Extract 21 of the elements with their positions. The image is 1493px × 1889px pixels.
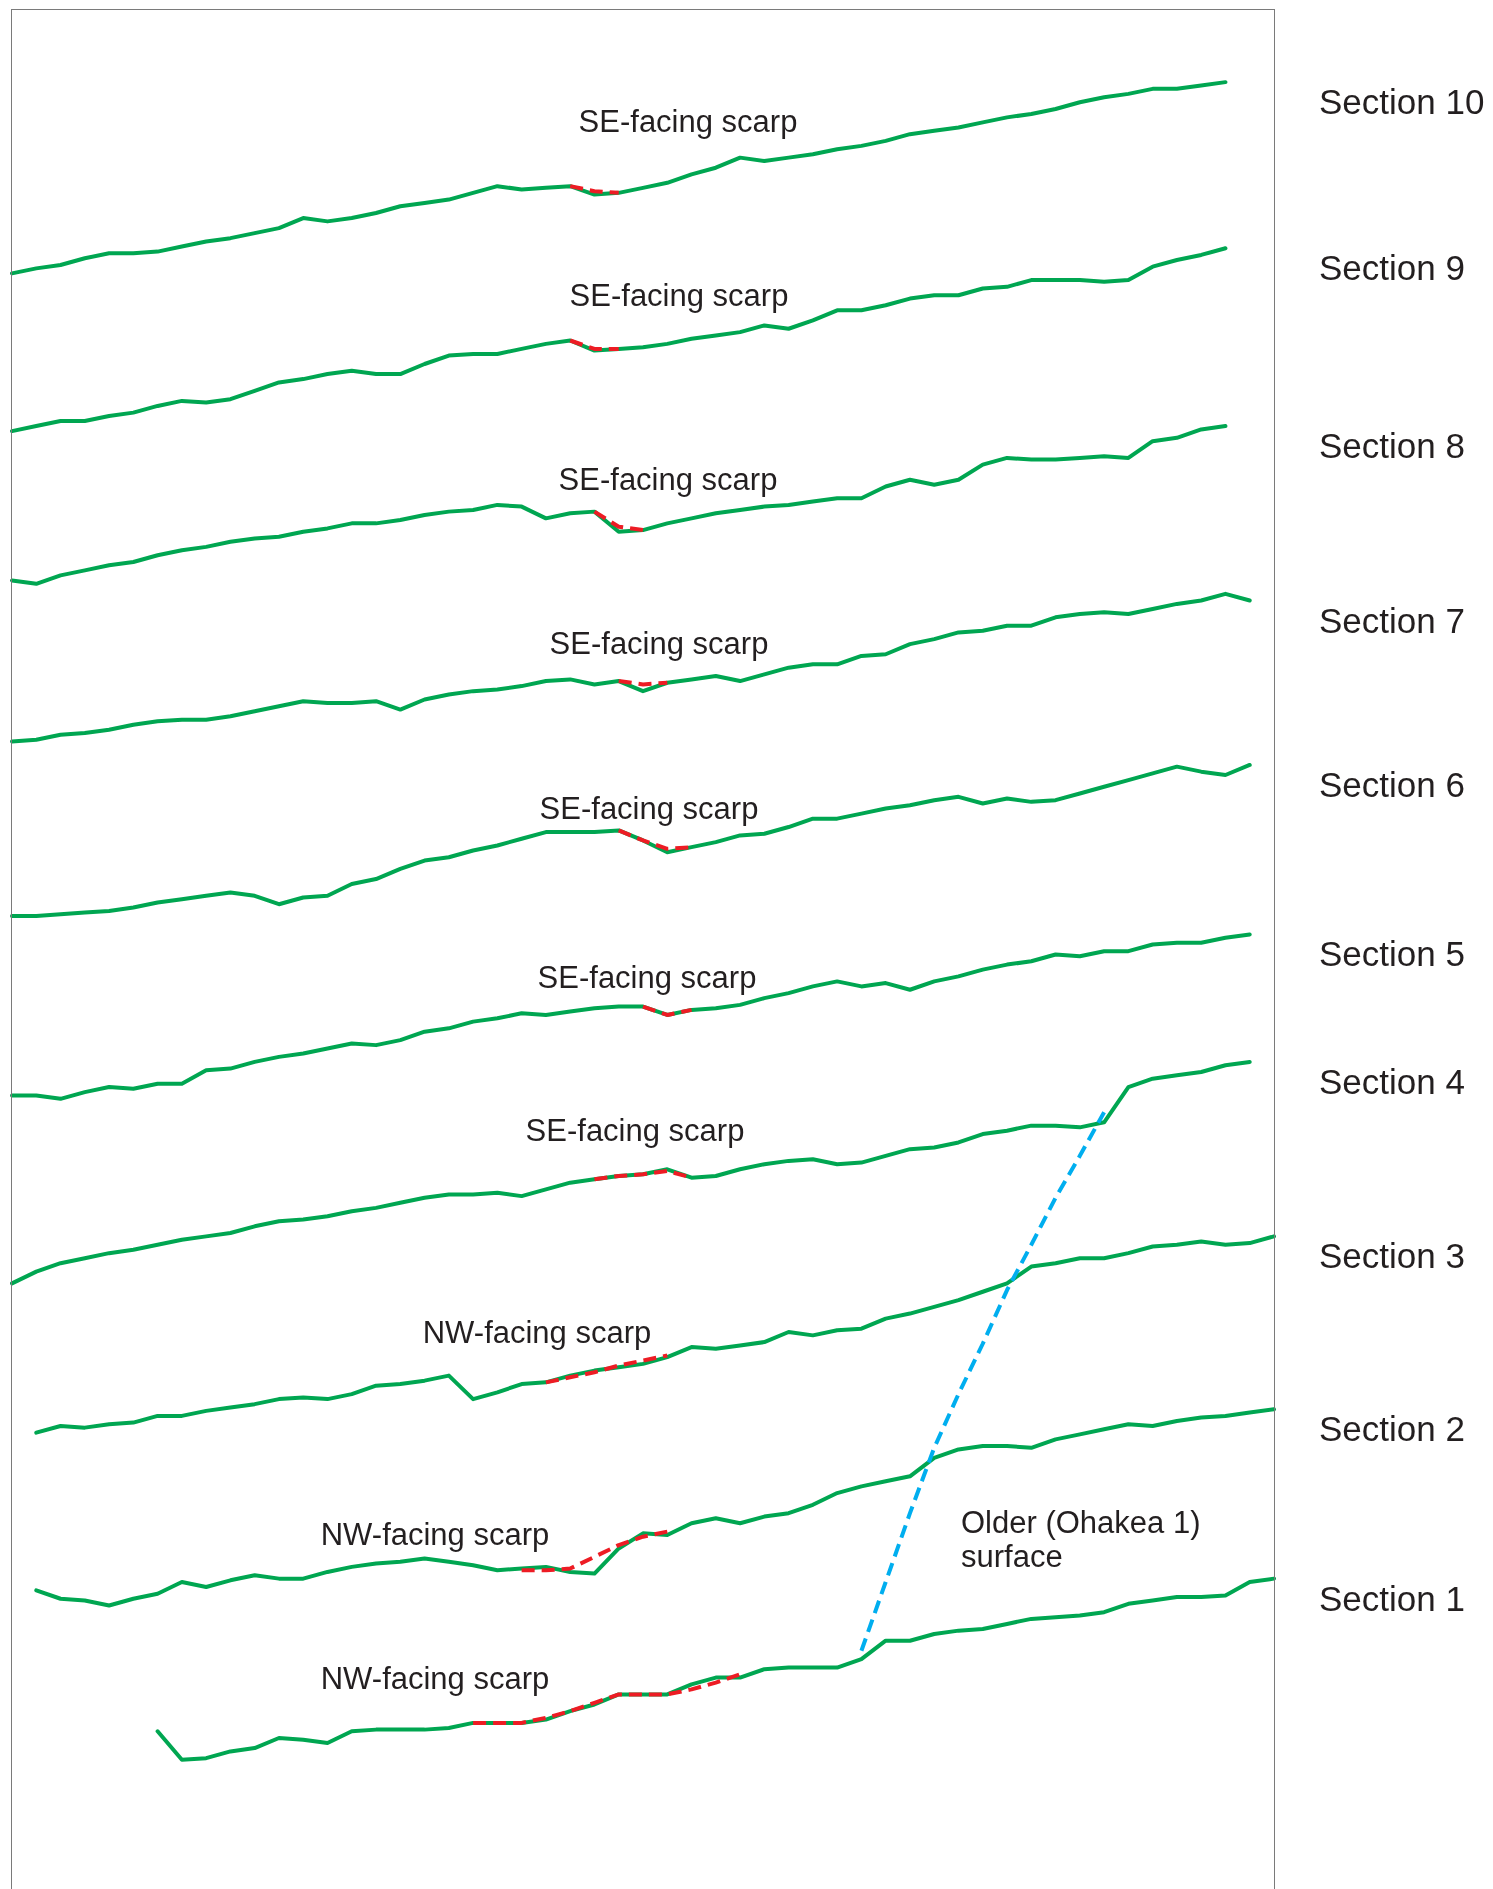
annotation: SE-facing scarp xyxy=(525,1113,745,1148)
text: Section 8 xyxy=(1319,426,1465,466)
annotation: SE-facing scarp xyxy=(569,278,789,313)
series-label: Section 7 xyxy=(1319,600,1465,640)
series-label: Section 6 xyxy=(1319,764,1465,804)
annotation: SE-facing scarp xyxy=(578,104,798,139)
annotation: Older (Ohakea 1) surface xyxy=(961,1505,1201,1574)
annotation: NW-facing scarp xyxy=(320,1661,550,1696)
series-label: Section 3 xyxy=(1319,1236,1465,1276)
series-label: Section 2 xyxy=(1319,1409,1465,1449)
series-label: Section 5 xyxy=(1319,934,1465,974)
annotation: SE-facing scarp xyxy=(539,791,759,826)
annotation: NW-facing scarp xyxy=(422,1315,652,1350)
text: Section 9 xyxy=(1319,248,1465,288)
annotation: SE-facing scarp xyxy=(537,960,757,995)
text: Section 10 xyxy=(1319,82,1485,122)
annotation: SE-facing scarp xyxy=(549,626,769,661)
annotation: SE-facing scarp xyxy=(558,462,778,497)
series-label: Section 4 xyxy=(1319,1061,1465,1101)
series-label: Section 1 xyxy=(1319,1578,1465,1618)
annotation: NW-facing scarp xyxy=(320,1517,550,1552)
